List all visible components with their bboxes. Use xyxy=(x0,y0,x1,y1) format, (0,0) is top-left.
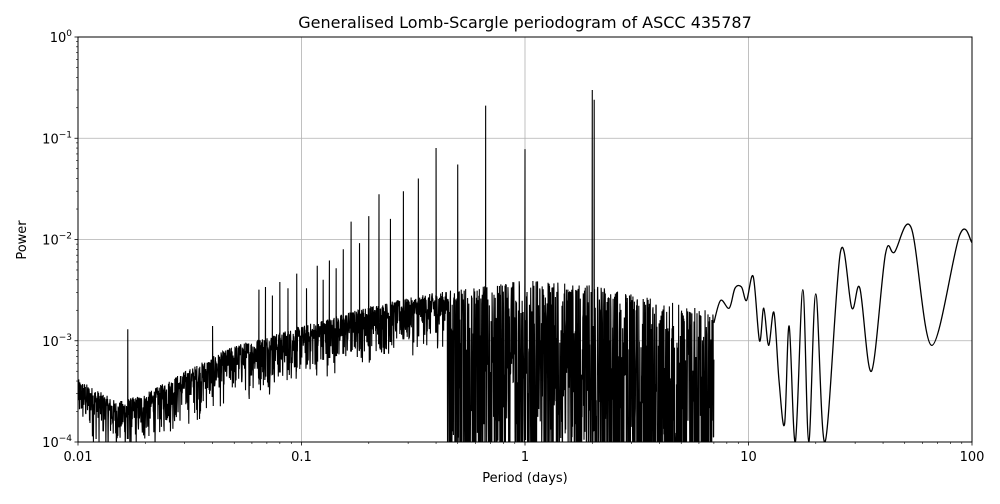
periodogram-long-period-trace xyxy=(713,223,972,442)
x-tick-label: 10 xyxy=(740,450,757,465)
x-tick-label: 0.1 xyxy=(291,450,312,465)
y-tick-label: 10−2 xyxy=(42,232,72,249)
x-tick-label: 100 xyxy=(960,450,985,465)
chart-title: Generalised Lomb-Scargle periodogram of … xyxy=(298,13,752,32)
x-tick-label: 1 xyxy=(521,450,529,465)
periodogram-short-period-trace xyxy=(78,89,715,442)
x-axis-ticks: 0.01 0.1 1 10 100 xyxy=(64,442,985,465)
y-tick-label: 10−1 xyxy=(42,130,72,147)
y-tick-label: 100 xyxy=(50,29,73,46)
x-tick-label: 0.01 xyxy=(64,450,93,465)
y-axis-label: Power xyxy=(15,220,30,260)
y-axis-ticks: 10−4 10−3 10−2 10−1 100 xyxy=(42,29,78,451)
y-tick-label: 10−4 xyxy=(42,434,72,451)
x-axis-label: Period (days) xyxy=(482,471,568,486)
periodogram-line xyxy=(78,89,972,442)
y-tick-label: 10−3 xyxy=(42,333,72,350)
